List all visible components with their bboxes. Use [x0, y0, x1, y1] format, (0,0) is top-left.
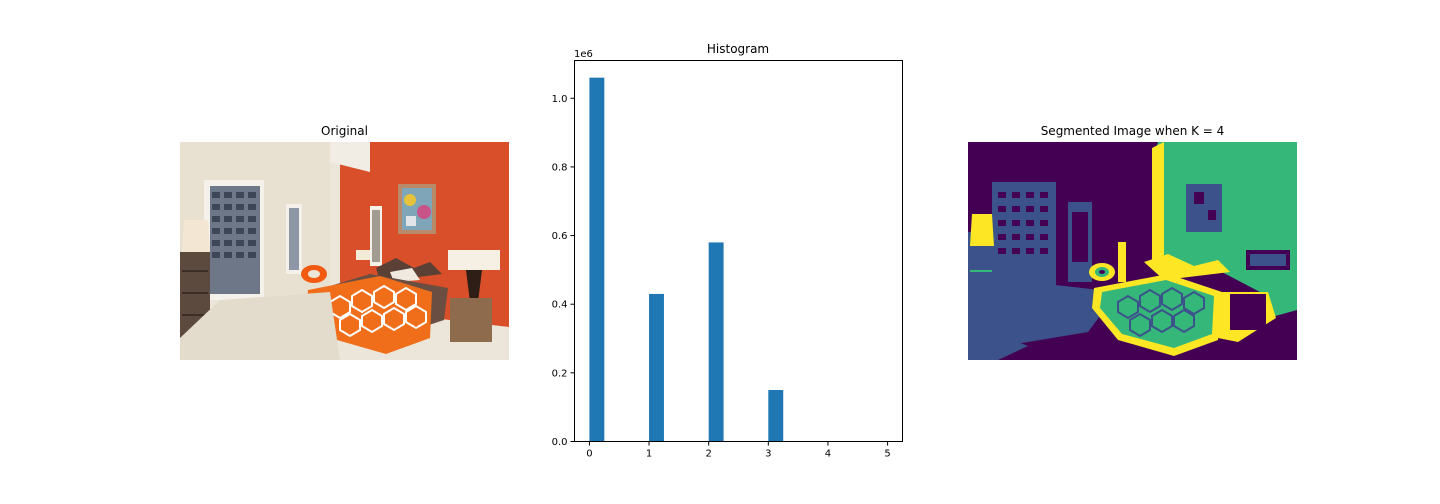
x-tick-label: 4 [825, 449, 831, 460]
y-tick-label: 1.0 [552, 94, 568, 105]
y-tick-label: 0.4 [552, 300, 568, 311]
x-tick-label: 5 [884, 449, 890, 460]
histogram-bar [589, 77, 605, 442]
x-tick-label: 3 [765, 449, 771, 460]
segmented-image [968, 142, 1297, 360]
x-tick-label: 2 [705, 449, 711, 460]
y-tick-label: 0.6 [552, 231, 568, 242]
histogram-bar [768, 390, 784, 442]
bedroom-photo [180, 142, 509, 360]
segmented-bedroom [968, 142, 1297, 360]
histogram-bar [649, 293, 664, 442]
y-scale-label: 1e6 [574, 49, 593, 60]
x-tick-label: 1 [646, 449, 652, 460]
histogram-bar [708, 242, 724, 442]
original-image [180, 142, 509, 360]
y-tick-label: 0.2 [552, 368, 568, 379]
segmented-title: Segmented Image when K = 4 [1040, 124, 1225, 138]
y-tick-label: 0.8 [552, 162, 568, 173]
y-tick-label: 0.0 [552, 437, 568, 448]
original-title: Original [321, 124, 368, 138]
plot-frame [574, 60, 903, 442]
x-tick-label: 0 [586, 449, 592, 460]
histogram-title: Histogram [706, 42, 770, 56]
